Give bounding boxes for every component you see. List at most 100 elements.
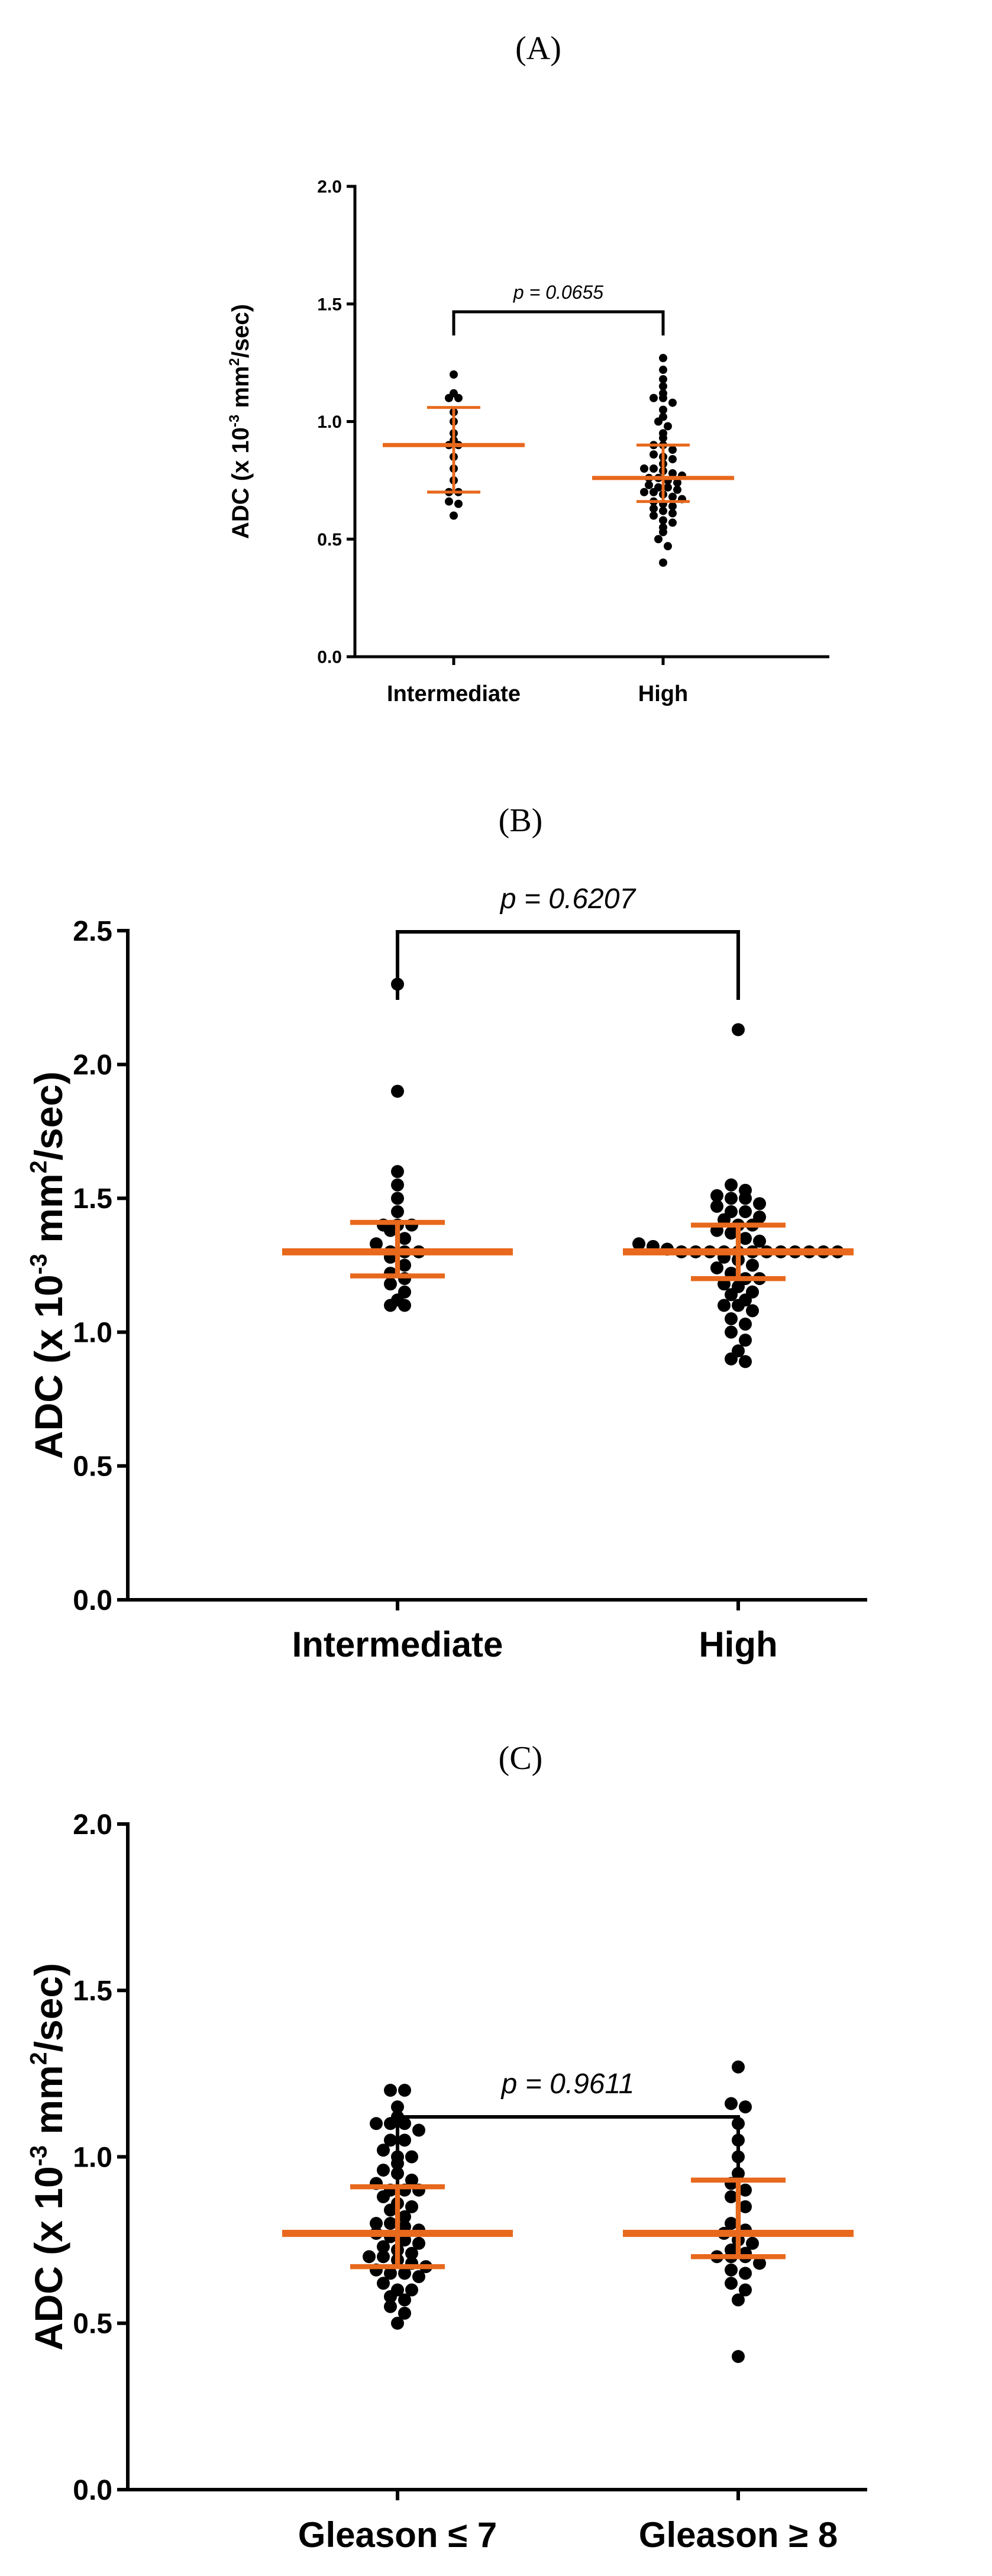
data-point: [746, 1258, 759, 1272]
data-point: [739, 1205, 752, 1219]
data-point: [673, 485, 681, 494]
p-value-label: p = 0.6207: [499, 883, 637, 915]
data-point: [725, 1192, 738, 1205]
p-value-label: p = 0.0655: [513, 282, 603, 303]
data-point: [650, 488, 658, 496]
data-point: [668, 518, 677, 527]
data-point: [454, 393, 463, 402]
y-axis-label-part: 2: [26, 2052, 52, 2065]
data-point: [391, 2157, 404, 2170]
y-axis-label-part: /sec): [27, 1963, 70, 2052]
data-point: [370, 1237, 383, 1251]
data-point: [725, 1325, 738, 1339]
panel-title: (C): [499, 1740, 543, 1777]
data-point: [654, 417, 663, 426]
data-point: [384, 2267, 397, 2280]
data-point: [664, 422, 672, 431]
data-point: [659, 354, 667, 363]
data-point: [445, 393, 453, 402]
data-point: [391, 1205, 404, 1219]
data-point: [739, 2183, 752, 2197]
y-tick-label: 1.0: [73, 1317, 112, 1348]
data-point: [384, 1277, 397, 1291]
group-1: [623, 1023, 854, 1368]
y-tick-label: 0.5: [73, 1451, 112, 1483]
y-tick-label: 1.5: [73, 1975, 112, 2007]
data-point: [445, 497, 453, 506]
data-point: [398, 2267, 411, 2280]
data-point: [746, 2236, 759, 2250]
data-point: [450, 370, 458, 379]
group-0: [383, 370, 525, 520]
chart-panel-b: (B) 0.0 0.5 1.0 1.5 2.0 2.5 Intermediate High ADC…: [26, 802, 867, 1664]
data-point: [710, 1199, 723, 1213]
panel-title: (A): [515, 30, 561, 67]
data-point: [391, 1192, 404, 1205]
data-point: [725, 1352, 738, 1366]
data-point: [710, 1261, 723, 1275]
data-point: [405, 2173, 418, 2187]
y-tick-label: 0.0: [73, 1585, 112, 1616]
data-point: [659, 506, 667, 515]
data-point: [632, 1237, 645, 1251]
data-point: [725, 1288, 738, 1302]
data-point: [732, 2133, 745, 2147]
data-point: [659, 382, 667, 390]
x-category-label: Gleason ≥ 8: [639, 2515, 838, 2555]
data-point: [659, 434, 667, 443]
data-point: [384, 1224, 397, 1237]
data-point: [645, 480, 653, 489]
data-point: [384, 2203, 397, 2217]
y-tick-label: 0.0: [73, 2475, 112, 2506]
data-point: [391, 2167, 404, 2180]
y-axis-label: ADC (x 10-3 mm2/sec): [26, 1071, 70, 1459]
data-point: [405, 2246, 418, 2260]
data-point: [668, 469, 677, 477]
data-point: [377, 2190, 390, 2203]
data-point: [377, 2277, 390, 2290]
data-point: [739, 2283, 752, 2297]
y-axis-label-part: mm: [228, 366, 254, 414]
data-point: [753, 1234, 766, 1248]
data-point: [739, 1334, 752, 1347]
x-category-label: High: [699, 1625, 777, 1664]
data-point: [725, 1312, 738, 1325]
data-point: [732, 1299, 745, 1312]
data-point: [650, 464, 658, 473]
data-point: [384, 2133, 397, 2147]
data-point: [668, 398, 677, 407]
data-point: [398, 2210, 411, 2223]
data-point: [725, 2190, 738, 2203]
data-point: [725, 1178, 738, 1192]
y-axis-label-part: ADC (x 10: [27, 1274, 70, 1459]
data-point: [384, 2117, 397, 2130]
y-axis-label-part: /sec): [27, 1071, 70, 1160]
data-point: [659, 516, 667, 525]
group-0: [282, 2084, 513, 2330]
y-axis-label-part: -3: [227, 415, 243, 427]
significance-bracket: [452, 310, 665, 335]
data-point: [718, 1299, 731, 1312]
data-point: [450, 511, 458, 520]
y-axis-label-part: mm: [27, 1173, 70, 1254]
data-point: [753, 1197, 766, 1210]
y-tick-label: 2.0: [73, 1809, 112, 1841]
data-point: [739, 2267, 752, 2280]
data-point: [405, 2200, 418, 2213]
data-point: [370, 2217, 383, 2230]
data-point: [659, 528, 667, 537]
data-point: [650, 504, 658, 513]
data-point: [650, 393, 658, 402]
data-point: [654, 535, 663, 544]
data-point: [412, 2123, 425, 2137]
y-axis-label-part: ADC (x 10: [27, 2166, 70, 2351]
data-point: [384, 1299, 397, 1312]
chart-panel-a: (A) 0.0 0.5 1.0 1.5 2.0 Intermediate High ADC (x…: [227, 30, 829, 706]
data-point: [659, 393, 667, 402]
x-category-label: High: [638, 682, 688, 706]
data-point: [398, 1299, 411, 1312]
chart-panel-c: (C) 0.0 0.5 1.0 1.5 2.0 Gleason ≤ 7 Gleason ≥ 8…: [26, 1740, 867, 2555]
y-axis-label: ADC (x 10-3 mm2/sec): [26, 1963, 70, 2351]
data-point: [725, 2097, 738, 2110]
data-point: [668, 455, 677, 464]
